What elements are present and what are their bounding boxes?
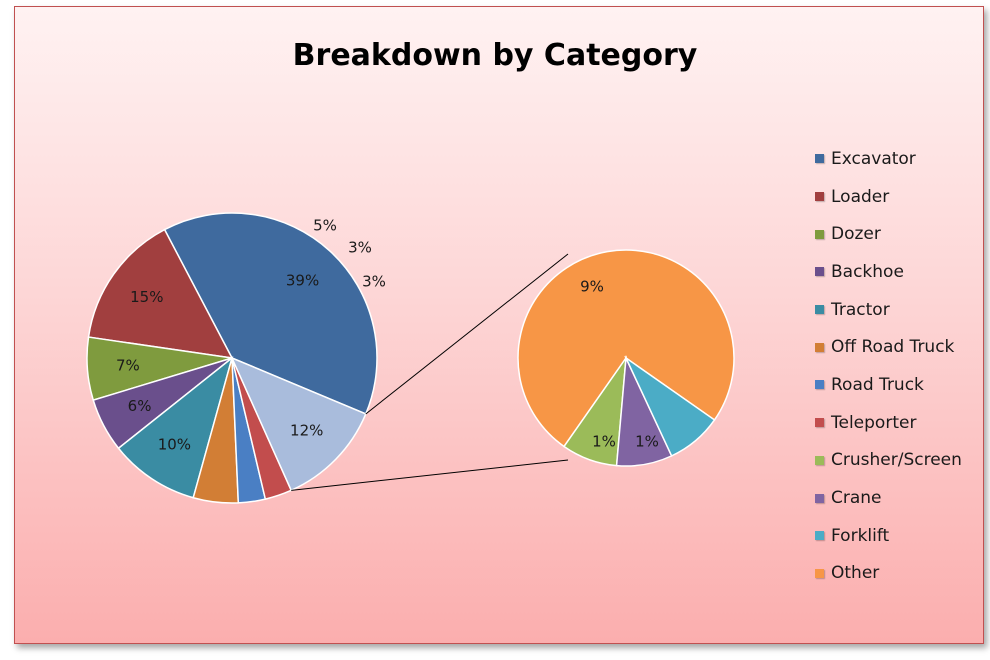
legend-label: Off Road Truck [831, 337, 955, 358]
main-label-off-road-truck: 5% [313, 217, 337, 235]
legend-label: Crusher/Screen [831, 450, 962, 471]
legend-swatch [815, 229, 824, 239]
legend-label: Tractor [831, 299, 890, 320]
legend-item-backhoe: Backhoe [815, 253, 962, 291]
secondary-slice-forklift [624, 355, 716, 457]
legend-item-crusher-screen: Crusher/Screen [815, 442, 962, 480]
legend-item-teleporter: Teleporter [815, 404, 962, 442]
main-slice-tractor [117, 355, 234, 499]
legend-item-excavator: Excavator [815, 140, 962, 178]
main-label-road-truck: 3% [348, 239, 372, 257]
legend-swatch [815, 455, 824, 465]
main-slice-other [230, 356, 367, 492]
legend-label: Forklift [831, 525, 890, 546]
legend-item-dozer: Dozer [815, 215, 962, 253]
main-label-dozer: 7% [116, 356, 140, 374]
legend-swatch [815, 305, 824, 315]
legend-label: Excavator [831, 148, 916, 169]
legend-swatch [815, 531, 824, 541]
legend-swatch [815, 568, 824, 578]
connector-line-top [365, 253, 569, 415]
legend-item-loader: Loader [815, 178, 962, 216]
legend-label: Teleporter [831, 412, 917, 433]
main-slice-excavator [163, 212, 378, 415]
connector-lines [291, 253, 569, 491]
legend: Excavator Loader Dozer Backhoe Tractor Off Ro… [815, 140, 962, 592]
main-label-tractor: 10% [158, 436, 191, 454]
connector-line-bottom [291, 459, 569, 491]
legend-item-crane: Crane [815, 479, 962, 517]
main-label-loader: 15% [130, 288, 163, 306]
legend-swatch [815, 192, 824, 202]
chart-title: Breakdown by Category [292, 38, 698, 73]
legend-label: Backhoe [831, 261, 904, 282]
legend-swatch [815, 418, 824, 428]
legend-swatch [815, 342, 824, 352]
main-slice-loader [87, 228, 234, 359]
legend-item-other: Other [815, 555, 962, 593]
legend-label: Loader [831, 186, 890, 207]
legend-label: Dozer [831, 224, 881, 245]
secondary-label-forklift: 1% [592, 433, 616, 451]
legend-label: Road Truck [831, 374, 924, 395]
secondary-pie: 9%1%1%1% [517, 249, 735, 467]
legend-swatch [815, 380, 824, 390]
secondary-label-other: 9% [580, 278, 604, 296]
legend-swatch [815, 493, 824, 503]
legend-item-road-truck: Road Truck [815, 366, 962, 404]
legend-item-forklift: Forklift [815, 517, 962, 555]
legend-swatch [815, 154, 824, 164]
main-pie: 39% 15% 7% 6% 10% 5% 3% 3% 12% [86, 212, 386, 504]
secondary-slice-other [517, 249, 735, 448]
secondary-label-crane: 1% [635, 433, 659, 451]
legend-swatch [815, 267, 824, 277]
legend-item-tractor: Tractor [815, 291, 962, 329]
legend-label: Crane [831, 488, 882, 509]
main-label-backhoe: 6% [128, 397, 152, 415]
legend-label: Other [831, 563, 880, 584]
main-label-excavator: 39% [286, 272, 319, 290]
main-label-teleporter: 3% [362, 273, 386, 291]
main-label-other: 12% [290, 421, 323, 439]
legend-item-off-road-truck: Off Road Truck [815, 328, 962, 366]
